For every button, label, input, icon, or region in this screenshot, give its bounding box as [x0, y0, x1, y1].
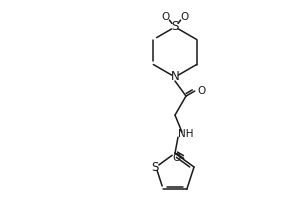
Text: O: O: [198, 86, 206, 96]
Text: O: O: [172, 153, 181, 163]
Text: O: O: [162, 12, 170, 22]
Text: NH: NH: [178, 129, 194, 139]
Text: S: S: [171, 21, 179, 33]
Text: O: O: [180, 12, 188, 22]
Text: N: N: [171, 71, 179, 84]
Text: S: S: [151, 161, 159, 174]
